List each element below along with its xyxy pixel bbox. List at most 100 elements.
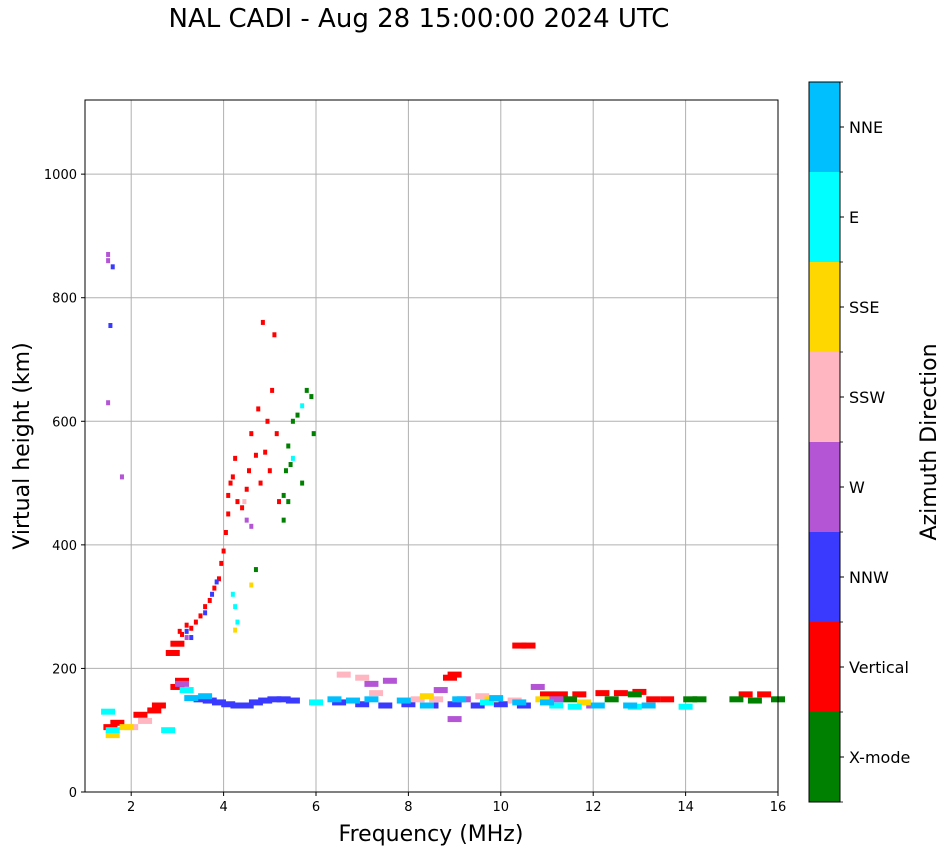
- data-point: [590, 702, 605, 709]
- data-point: [103, 724, 118, 731]
- data-point: [286, 443, 291, 449]
- data-point: [540, 691, 554, 698]
- data-point: [475, 693, 490, 700]
- y-tick-label: 800: [52, 292, 77, 307]
- data-point: [170, 683, 185, 690]
- data-point: [184, 622, 189, 628]
- data-point: [203, 604, 208, 610]
- data-point: [211, 699, 226, 706]
- data-point: [489, 695, 504, 702]
- data-point: [216, 576, 221, 582]
- colorbar: X-mode Vertical NNW W SSW SSE E NNE: [808, 81, 910, 803]
- y-tick-label: 1000: [44, 168, 77, 183]
- y-tick-label: 200: [52, 662, 77, 677]
- colorbar-tick-label: SSE: [849, 298, 879, 317]
- data-point: [228, 480, 233, 486]
- data-point: [512, 642, 527, 649]
- data-point: [179, 687, 194, 694]
- data-point: [309, 699, 323, 706]
- colorbar-segment: [809, 82, 840, 172]
- data-point: [382, 677, 397, 684]
- x-axis-ticks: 2 4 6 8 10 12 14 16: [127, 792, 786, 815]
- data-point: [105, 727, 120, 734]
- data-point: [180, 631, 185, 637]
- colorbar-segment: [809, 352, 840, 442]
- data-point: [161, 727, 176, 734]
- data-point: [738, 691, 753, 698]
- data-point: [202, 697, 217, 704]
- x-tick-label: 12: [585, 800, 602, 815]
- data-point: [563, 696, 578, 703]
- colorbar-frame: [808, 81, 841, 803]
- colorbar-label: Azimuth Direction: [917, 343, 942, 540]
- data-point: [214, 579, 219, 585]
- data-point: [240, 505, 245, 511]
- data-point: [627, 691, 642, 698]
- data-point: [311, 431, 316, 437]
- data-point: [193, 619, 198, 625]
- x-tick-label: 10: [493, 800, 510, 815]
- colorbar-segment: [809, 712, 840, 802]
- data-point: [272, 332, 277, 338]
- chart-title: NAL CADI - Aug 28 15:00:00 2024 UTC: [168, 4, 670, 34]
- y-tick-label: 0: [69, 786, 77, 801]
- x-tick-label: 14: [677, 800, 694, 815]
- data-point: [230, 702, 245, 709]
- data-point: [304, 387, 309, 393]
- data-point: [207, 597, 212, 603]
- data-point: [223, 530, 228, 535]
- data-point: [286, 499, 291, 505]
- data-point: [281, 492, 286, 498]
- plot-frame: [84, 99, 779, 793]
- data-point: [184, 635, 189, 641]
- plot-area: [85, 100, 778, 792]
- data-point: [233, 604, 238, 610]
- series-nne: [184, 693, 656, 709]
- data-point: [442, 674, 457, 681]
- colorbar-tick-label: Vertical: [849, 658, 909, 677]
- data-point: [512, 699, 527, 706]
- data-point: [106, 251, 111, 257]
- colorbar-tick-label: X-mode: [849, 748, 910, 767]
- data-point: [369, 690, 384, 697]
- data-point: [249, 431, 254, 437]
- data-point: [429, 696, 444, 703]
- data-point: [256, 406, 261, 412]
- data-point: [267, 468, 272, 474]
- data-point: [747, 697, 762, 704]
- data-point: [203, 610, 208, 616]
- data-point: [110, 719, 125, 726]
- x-tick-label: 16: [770, 800, 787, 815]
- x-tick-label: 4: [219, 800, 227, 815]
- data-point: [248, 699, 263, 706]
- data-point: [260, 319, 265, 325]
- data-point: [419, 693, 434, 700]
- data-point: [249, 523, 254, 529]
- colorbar-tick-label: NNW: [849, 568, 889, 587]
- data-point: [198, 613, 203, 619]
- data-point: [447, 701, 462, 708]
- y-axis-ticks: 0 200 400 600 800 1000: [44, 168, 85, 801]
- data-point: [433, 687, 448, 694]
- data-point: [267, 696, 282, 703]
- data-point: [290, 455, 295, 461]
- data-point: [242, 499, 247, 505]
- data-point: [170, 640, 185, 647]
- data-point: [235, 619, 240, 625]
- data-point: [175, 680, 190, 687]
- data-point: [692, 696, 707, 703]
- data-point: [567, 703, 582, 710]
- data-point: [230, 474, 235, 480]
- data-point: [101, 708, 116, 715]
- data-point: [138, 717, 153, 724]
- data-point: [235, 499, 240, 505]
- y-tick-label: 600: [52, 415, 77, 430]
- data-point: [277, 499, 282, 505]
- data-point: [452, 696, 467, 703]
- data-point: [447, 671, 462, 678]
- data-point: [401, 701, 416, 708]
- data-point: [198, 693, 213, 700]
- data-point: [288, 462, 293, 468]
- y-tick-label: 400: [52, 539, 77, 554]
- data-point: [270, 387, 275, 393]
